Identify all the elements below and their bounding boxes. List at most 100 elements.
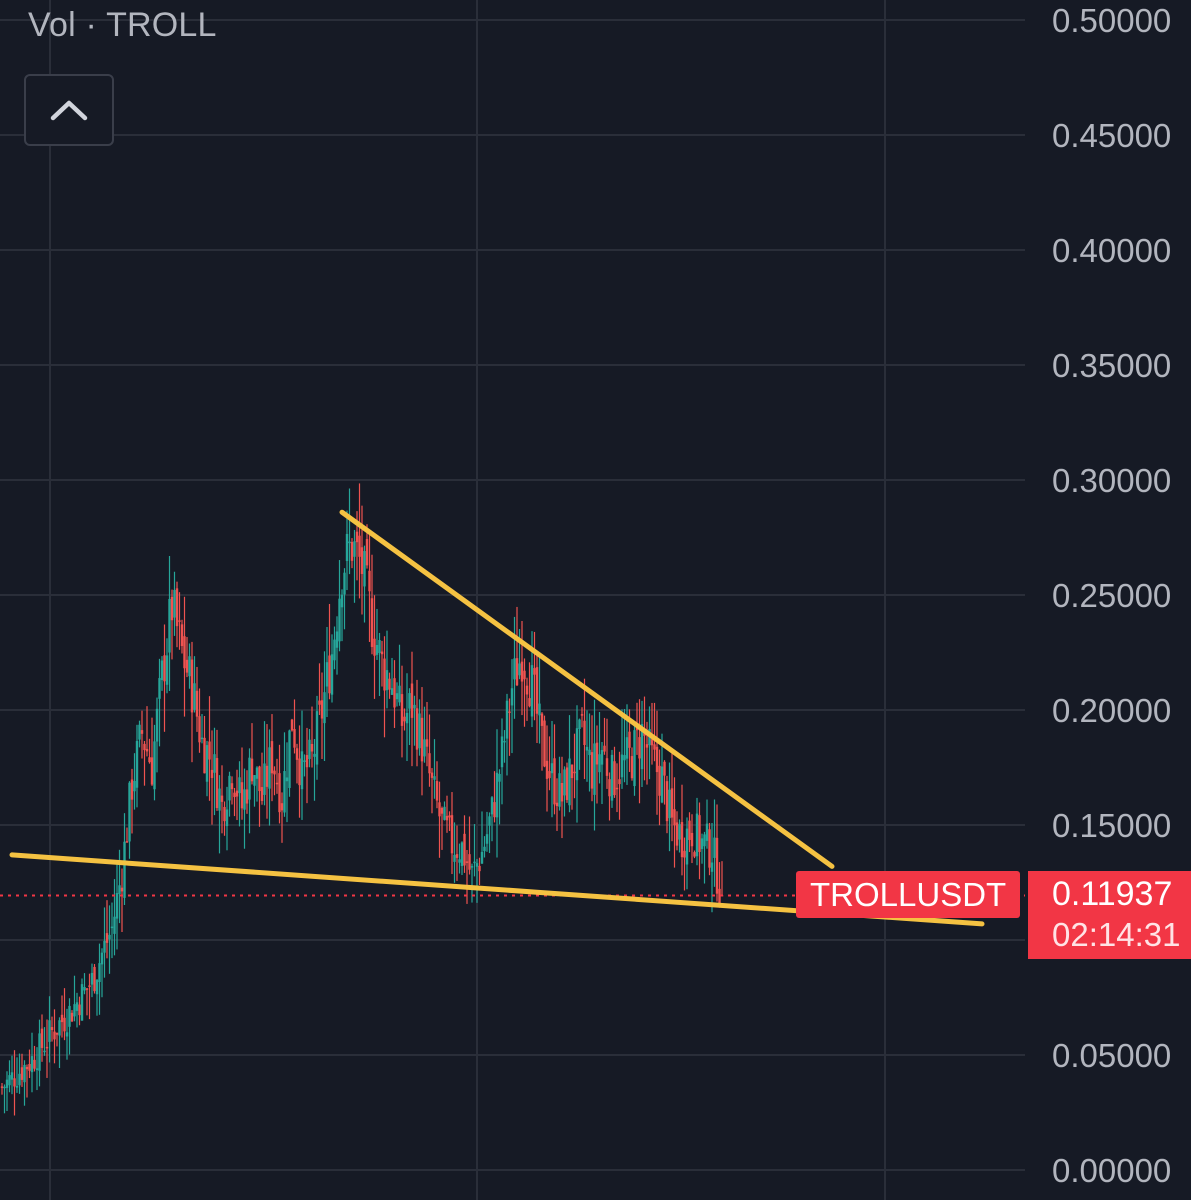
candle-body (480, 851, 484, 864)
trendline[interactable] (339, 509, 835, 869)
y-tick-label: 0.05000 (1052, 1037, 1171, 1074)
candle-body (103, 940, 106, 953)
candle-body (673, 809, 676, 826)
candle-body (533, 668, 536, 675)
candle-body (478, 865, 481, 872)
candle-body (553, 758, 556, 805)
candle-body (50, 1027, 54, 1031)
collapse-button[interactable] (24, 74, 114, 146)
candle-body (158, 678, 161, 699)
candle-body (645, 744, 649, 748)
candle-body (98, 963, 101, 983)
candle-body (535, 667, 539, 714)
candle-body (133, 780, 136, 792)
candle-body (675, 822, 679, 846)
candle-body (408, 693, 411, 709)
candle-body (200, 737, 204, 740)
candle-body (468, 854, 471, 870)
candle-body (60, 1014, 64, 1023)
candle-body (563, 769, 566, 796)
candle-body (163, 655, 166, 682)
candle-body (308, 739, 311, 760)
candle-body (430, 772, 434, 778)
candle-body (458, 859, 461, 863)
y-tick-label: 0.45000 (1052, 117, 1171, 154)
candle-body (385, 670, 389, 691)
candle-body (448, 815, 451, 818)
candle-body (688, 820, 691, 840)
candle-body (228, 775, 231, 801)
candle-body (665, 781, 669, 822)
candle-body (38, 1033, 41, 1071)
candle-body (293, 729, 296, 748)
candle-body (43, 1050, 46, 1053)
candle-body (125, 841, 129, 843)
candle-body (150, 757, 154, 785)
chart-grid (0, 0, 1025, 1200)
candle-body (470, 866, 474, 868)
candle-body (360, 547, 364, 574)
candle-body (335, 631, 339, 648)
candle-body (588, 749, 591, 756)
candle-body (503, 740, 506, 743)
candle-body (568, 758, 571, 806)
candle-body (180, 624, 184, 647)
candle-body (440, 808, 444, 814)
candle-body (323, 692, 326, 724)
candle-body (65, 1032, 69, 1037)
candle-body (58, 1020, 61, 1036)
candle-body (418, 713, 421, 749)
candle-body (443, 806, 446, 820)
candle-body (683, 850, 686, 858)
candle-body (513, 658, 516, 680)
candle-body (185, 659, 189, 673)
candle-body (300, 751, 304, 790)
candle-body (183, 636, 186, 669)
candle-body (540, 713, 544, 726)
candle-body (668, 789, 671, 819)
candle-body (265, 765, 269, 787)
candle-body (203, 737, 206, 774)
candle-body (15, 1086, 19, 1088)
candle-body (573, 771, 576, 774)
candle-body (225, 809, 229, 827)
candle-body (455, 854, 459, 858)
candle-body (650, 739, 654, 746)
candle-body (10, 1072, 14, 1080)
candle-body (608, 779, 611, 797)
candle-body (628, 731, 631, 748)
candle-body (475, 863, 479, 867)
candle-body (655, 746, 659, 773)
candle-body (213, 754, 216, 773)
candle-body (108, 934, 111, 940)
candle-body (463, 833, 466, 866)
indicator-title: Vol · TROLL (28, 6, 217, 44)
candle-body (288, 730, 291, 788)
candle-body (343, 572, 346, 595)
candle-body (113, 916, 116, 934)
candle-body (318, 700, 321, 705)
candle-body (473, 861, 476, 864)
candle-body (338, 598, 341, 642)
candle-body (95, 980, 99, 995)
candle-body (393, 678, 396, 708)
y-tick-label: 0.40000 (1052, 232, 1171, 269)
candle-body (488, 816, 491, 826)
candle-body (510, 688, 514, 706)
y-tick-label: 0.15000 (1052, 807, 1171, 844)
candle-body (353, 541, 356, 557)
candle-body (53, 1031, 56, 1040)
candle-body (218, 788, 221, 811)
candle-body (618, 779, 621, 785)
candle-body (398, 685, 401, 703)
candle-body (325, 662, 329, 687)
candle-body (178, 620, 181, 622)
candle-body (485, 834, 489, 844)
candle-body (613, 761, 616, 796)
candle-body (238, 777, 241, 794)
candle-body (423, 739, 426, 757)
candle-body (330, 654, 334, 695)
candle-body (18, 1073, 21, 1086)
candle-body (695, 813, 699, 857)
